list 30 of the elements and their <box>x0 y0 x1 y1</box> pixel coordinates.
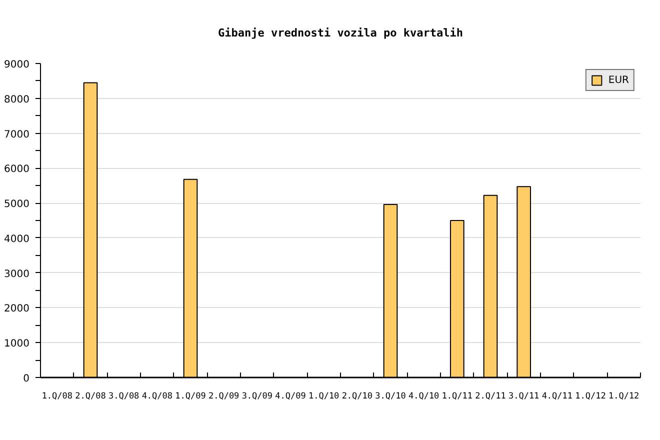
y-tick-label: 1000 <box>4 338 30 350</box>
y-tick-label: 6000 <box>4 164 30 176</box>
x-tick-label: 1.Q/12 <box>608 392 640 402</box>
x-tick-label: 4.Q/11 <box>542 392 573 402</box>
y-tick-label: 7000 <box>4 129 30 140</box>
x-tick-label: 1.Q/12 <box>575 392 606 402</box>
chart-title: Gibanje vrednosti vozila po kvartalih <box>218 26 464 40</box>
y-tick-label: 4000 <box>4 234 30 245</box>
x-tick-label: 1.Q/11 <box>442 392 473 402</box>
x-tick-label: 4.Q/08 <box>142 392 173 402</box>
y-tick-label: 2000 <box>4 304 30 315</box>
x-tick-label: 2.Q/11 <box>475 392 506 402</box>
x-tick-label: 2.Q/10 <box>342 392 373 402</box>
x-tick-label: 1.Q/08 <box>42 392 73 402</box>
y-tick-label: 8000 <box>4 94 30 106</box>
x-tick-label: 2.Q/09 <box>208 392 240 402</box>
x-tick-label: 3.Q/10 <box>375 392 406 402</box>
x-tick-label: 3.Q/11 <box>508 392 540 402</box>
legend-label: EUR <box>608 74 629 86</box>
x-tick-label: 3.Q/08 <box>108 392 140 402</box>
x-tick-label: 2.Q/08 <box>75 392 106 402</box>
y-tick-label: 0 <box>23 374 30 384</box>
y-tick-label: 3000 <box>4 268 30 280</box>
x-tick-label: 1.Q/09 <box>175 392 206 402</box>
x-tick-label: 1.Q/10 <box>308 392 340 402</box>
y-tick-label: 9000 <box>4 60 30 70</box>
x-tick-label: 4.Q/10 <box>408 392 440 402</box>
y-tick-label: 5000 <box>4 199 30 210</box>
x-tick-label: 4.Q/09 <box>275 392 306 402</box>
x-tick-label: 3.Q/09 <box>242 392 273 402</box>
